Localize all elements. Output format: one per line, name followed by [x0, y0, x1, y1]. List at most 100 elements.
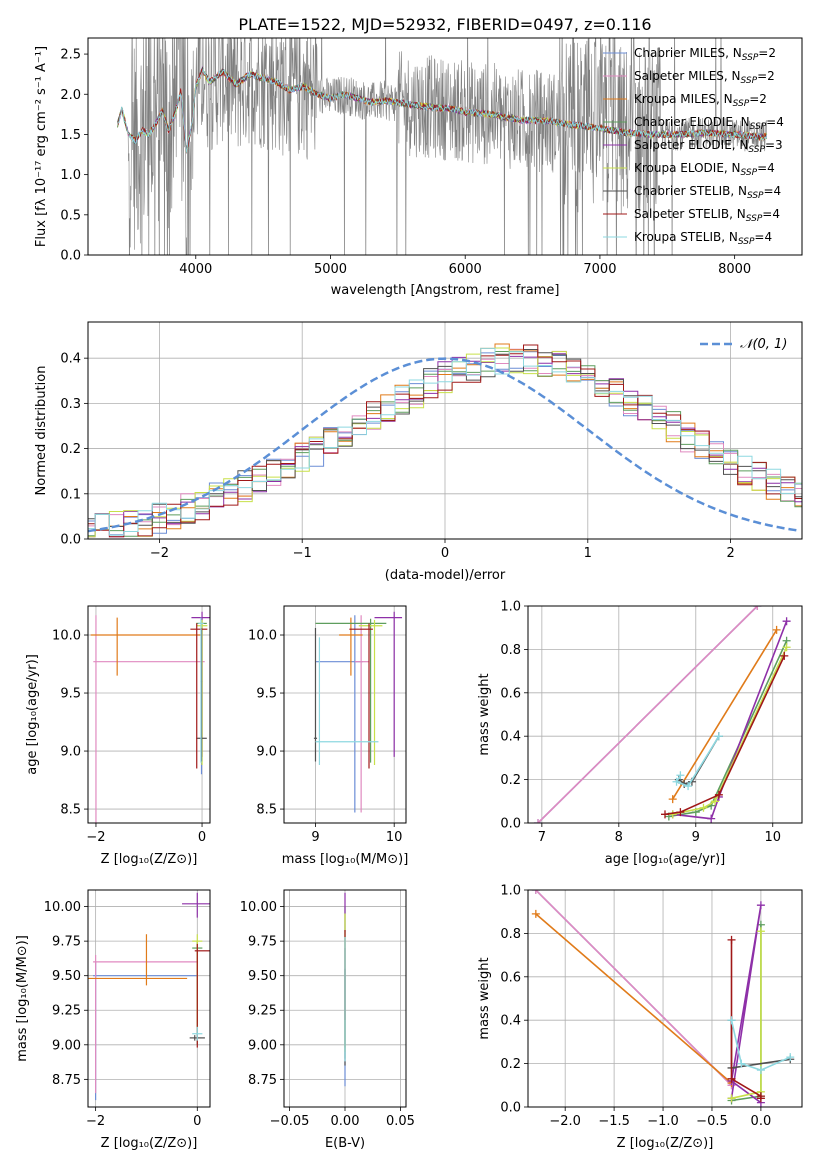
mass-weight-vs-Z-marker-kroupa-elodie [756, 927, 765, 936]
mass-weight-vs-age-series-kroupa-stelib [672, 732, 723, 791]
mass-weight-vs-age-xtick-label: 7 [538, 830, 546, 845]
age-vs-Z-point-kroupa-stelib [198, 617, 204, 763]
mass-weight-vs-Z-marker-salpeter-stelib [727, 935, 736, 944]
legend-label-prefix: Kroupa ELODIE, N [634, 161, 741, 175]
mass-vs-EBV-xlabel: E(B-V) [325, 1136, 365, 1151]
mass-weight-vs-age-series-salpeter-miles [534, 606, 762, 823]
age-vs-mass-ytick-label: 9.5 [256, 687, 277, 702]
mass-weight-vs-age-ylabel: mass weight [477, 673, 492, 755]
residuals-ytick-label: 0.0 [60, 533, 81, 548]
spectrum-xtick-label: 5000 [314, 262, 347, 277]
age-vs-Z-point-kroupa-miles [90, 617, 203, 676]
legend-label-prefix: Chabrier ELODIE, N [634, 115, 750, 129]
age-vs-mass-plot-area [313, 611, 403, 813]
spectrum-frame [87, 37, 803, 256]
legend-label-chabrier-elodie: Chabrier ELODIE, NSSP=4 [634, 115, 784, 132]
legend-label-salpeter-stelib: Salpeter STELIB, NSSP=4 [634, 207, 780, 224]
age-vs-mass-point-kroupa-elodie [358, 619, 383, 765]
residuals-xtick-label: −1 [293, 546, 312, 561]
mass-vs-Z-background [88, 890, 210, 1107]
mass-weight-vs-age-marker-salpeter-stelib [780, 651, 789, 660]
legend-label-sub: SSP [750, 122, 767, 132]
mass-weight-vs-Z-xlabel: Z [log₁₀(Z/Z⊙)] [617, 1136, 714, 1151]
mass-weight-vs-age-ytick-label: 0.8 [500, 643, 521, 658]
residuals-xlabel: (data-model)/error [385, 568, 506, 583]
mass-weight-vs-age-line-salpeter-miles [537, 606, 758, 823]
mass-vs-EBV-ytick-label: 9.50 [248, 969, 277, 984]
spectrum-xlabel: wavelength [Angstrom, rest frame] [331, 283, 560, 298]
mass-weight-vs-Z-marker-kroupa-elodie [727, 1094, 736, 1103]
legend-label-prefix: Kroupa STELIB, N [634, 230, 738, 244]
age-vs-mass-xtick-label: 9 [311, 830, 319, 845]
spectrum-xtick-label: 4000 [179, 262, 212, 277]
mass-weight-vs-Z-line-salpeter-elodie [730, 905, 762, 1104]
legend-label-suffix: =3 [765, 138, 783, 152]
mass-weight-vs-Z-axes: −2.0 −1.5 −1.0 −0.5 0.0 0.0 0.2 0.4 0.6 0.8 1.0 Z [… [477, 884, 803, 1151]
spectrum-plot-area [117, 38, 768, 255]
legend-label-chabrier-stelib: Chabrier STELIB, NSSP=4 [634, 184, 781, 201]
mass-vs-Z-ytick-label: 9.00 [52, 1038, 81, 1053]
mass-weight-vs-age-marker-kroupa-elodie [711, 797, 720, 806]
age-vs-Z-point-salpeter-miles [93, 615, 205, 823]
histogram-kroupa-stelib [88, 347, 802, 536]
mass-vs-Z-xtick-label: −2 [86, 1114, 105, 1129]
legend-label-suffix: =4 [766, 115, 784, 129]
mass-vs-EBV-ytick-label: 10.00 [240, 900, 277, 915]
age-vs-Z-xlabel: Z [log₁₀(Z/Z⊙)] [101, 852, 198, 867]
mass-vs-Z-point-salpeter-elodie [182, 892, 210, 918]
mass-weight-vs-age-marker-kroupa-miles [668, 795, 677, 804]
age-vs-Z-xtick-label: 0 [198, 830, 206, 845]
age-vs-Z-point-salpeter-stelib [190, 623, 208, 769]
spectrum-ylabel: Flux [fλ 10⁻¹⁷ erg cm⁻² s⁻¹ A⁻¹] [34, 46, 49, 247]
mass-weight-vs-Z-xtick-label: −2.0 [549, 1114, 581, 1129]
mass-weight-vs-age-series-kroupa-elodie [668, 643, 791, 819]
mass-vs-EBV-ytick-label: 9.75 [248, 935, 277, 950]
residuals-axes: 𝒩(0, 1) −2 −1 0 1 2 0.0 0.1 0.2 0.3 0.4 (data-model… [34, 321, 803, 583]
legend-label-sub: SSP [748, 145, 765, 155]
mass-vs-EBV-ytick-label: 9.00 [248, 1038, 277, 1053]
mass-weight-vs-age-marker-kroupa-miles [772, 625, 781, 634]
mass-vs-Z-ylabel: mass [log₁₀(M/M⊙)] [15, 935, 30, 1062]
mass-weight-vs-age-ytick-label: 0.0 [500, 817, 521, 832]
mass-weight-vs-Z-xtick-label: −1.0 [647, 1114, 679, 1129]
age-vs-mass-ytick-label: 10.0 [248, 629, 277, 644]
legend-label-salpeter-miles: Salpeter MILES, NSSP=2 [634, 69, 775, 86]
mass-weight-vs-Z-marker-kroupa-stelib [786, 1053, 795, 1062]
age-vs-Z-background [88, 606, 210, 823]
mass-vs-Z-point-kroupa-stelib [192, 1026, 203, 1041]
legend-label-prefix: Chabrier MILES, N [634, 46, 742, 60]
mass-vs-EBV-ytick-label: 9.25 [248, 1004, 277, 1019]
legend-label-suffix: =2 [749, 92, 767, 106]
mass-weight-vs-age-xtick-label: 8 [615, 830, 623, 845]
age-vs-Z-ytick-label: 10.0 [52, 629, 81, 644]
age-vs-mass-point-salpeter-stelib [349, 623, 373, 769]
legend-label-chabrier-miles: Chabrier MILES, NSSP=2 [634, 46, 776, 63]
legend-label-sub: SSP [733, 99, 750, 109]
legend-label-prefix: Salpeter STELIB, N [634, 207, 746, 221]
mass-weight-vs-Z-ytick-label: 0.8 [500, 927, 521, 942]
legend-label-kroupa-miles: Kroupa MILES, NSSP=2 [634, 92, 767, 109]
histogram-chabrier-elodie [88, 351, 802, 537]
mass-weight-vs-age-marker-kroupa-elodie [782, 643, 791, 652]
legend-label-sub: SSP [747, 191, 764, 201]
legend-label-sub: SSP [738, 237, 755, 247]
legend-label-kroupa-elodie: Kroupa ELODIE, NSSP=4 [634, 161, 775, 178]
age-vs-mass-point-kroupa-stelib [315, 637, 379, 765]
histogram-salpeter-stelib [88, 344, 802, 538]
mass-weight-vs-age-xtick-label: 10 [764, 830, 781, 845]
mass-vs-EBV-xtick-label: 0.05 [386, 1114, 415, 1129]
histogram-salpeter-miles [88, 348, 802, 531]
mass-weight-vs-age-marker-salpeter-elodie [782, 617, 791, 626]
legend-label-normal: 𝒩(0, 1) [740, 337, 787, 352]
residuals-xtick-label: −2 [150, 546, 169, 561]
mass-weight-vs-Z-line-kroupa-miles [535, 913, 733, 1084]
residuals-xtick-label: 1 [584, 546, 592, 561]
figure-title: PLATE=1522, MJD=52932, FIBERID=0497, z=0… [238, 15, 651, 34]
age-vs-Z-ytick-label: 9.5 [60, 687, 81, 702]
mass-weight-vs-Z-marker-salpeter-stelib [727, 1074, 736, 1083]
mass-vs-EBV-xtick-label: −0.05 [270, 1114, 310, 1129]
legend-label-suffix: =4 [757, 161, 775, 175]
histogram-kroupa-elodie [88, 347, 802, 538]
